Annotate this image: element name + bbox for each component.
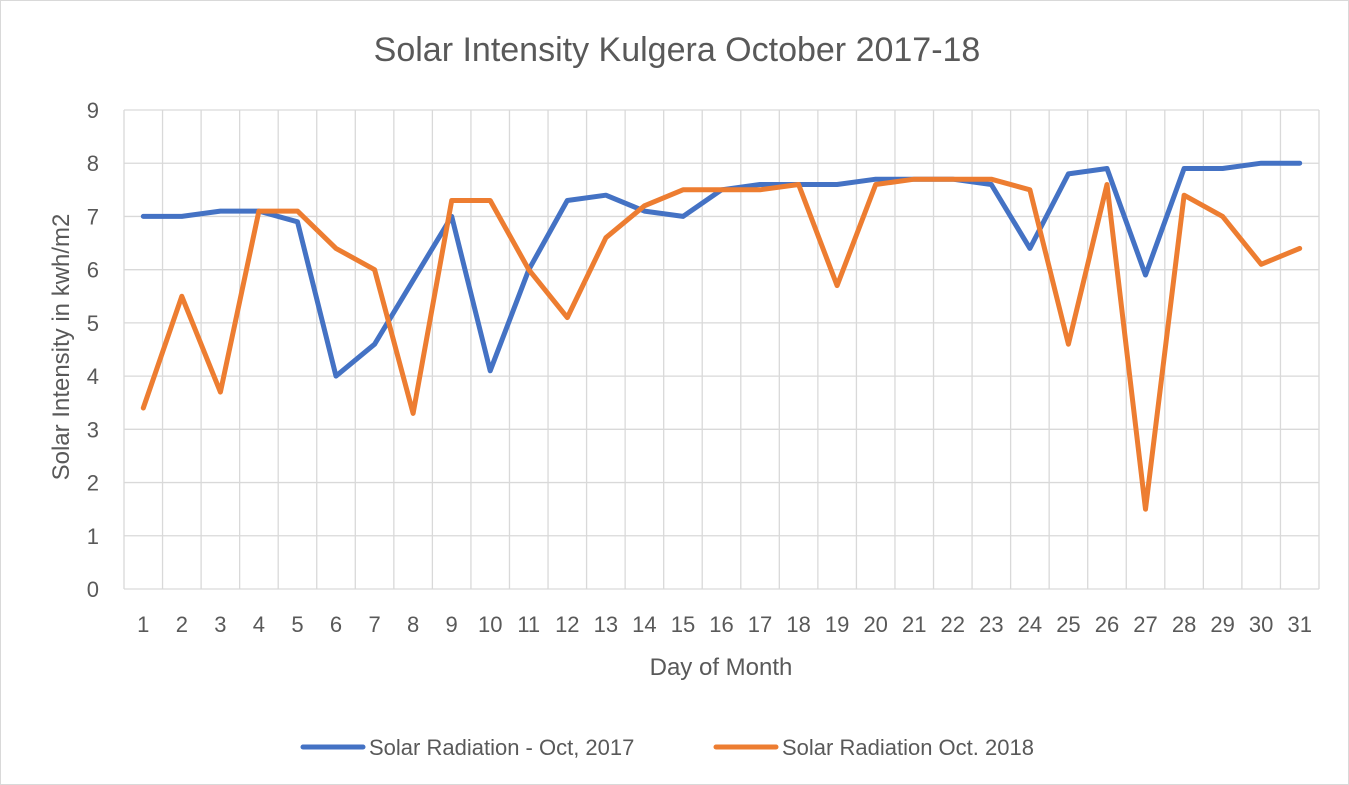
y-tick-label: 5: [87, 311, 99, 336]
chart-title: Solar Intensity Kulgera October 2017-18: [374, 31, 981, 69]
x-tick-label: 6: [330, 612, 342, 637]
series-lines: [140, 160, 1303, 512]
x-tick-label: 16: [709, 612, 733, 637]
x-tick-label: 15: [671, 612, 695, 637]
y-axis-title: Solar Intensity in kwh/m2: [48, 214, 75, 481]
x-tick-label: 20: [863, 612, 887, 637]
x-tick-label: 31: [1287, 612, 1311, 637]
x-tick-label: 10: [478, 612, 502, 637]
x-tick-label: 17: [748, 612, 772, 637]
x-tick-label: 8: [407, 612, 419, 637]
x-tick-label: 26: [1095, 612, 1119, 637]
legend: Solar Radiation - Oct, 2017 Solar Radiati…: [300, 735, 1034, 760]
y-tick-label: 0: [87, 577, 99, 602]
x-tick-label: 18: [786, 612, 810, 637]
y-tick-label: 2: [87, 471, 99, 496]
x-tick-label: 14: [632, 612, 656, 637]
x-axis-title: Day of Month: [650, 654, 793, 681]
y-tick-label: 7: [87, 204, 99, 229]
y-tick-labels: 0 1 2 3 4 5 6 7 8 9: [87, 98, 99, 602]
x-tick-label: 23: [979, 612, 1003, 637]
y-tick-label: 9: [87, 98, 99, 123]
x-tick-label: 11: [517, 612, 540, 637]
x-tick-label: 7: [368, 612, 380, 637]
x-tick-label: 4: [253, 612, 265, 637]
legend-label-1: Solar Radiation Oct. 2018: [782, 735, 1034, 760]
x-tick-label: 12: [555, 612, 579, 637]
y-tick-label: 8: [87, 151, 99, 176]
y-tick-label: 3: [87, 417, 99, 442]
x-tick-label: 1: [137, 612, 149, 637]
x-tick-label: 22: [941, 612, 965, 637]
x-tick-label: 9: [446, 612, 458, 637]
gridlines: [123, 109, 1320, 590]
y-tick-label: 4: [87, 364, 99, 389]
x-tick-label: 29: [1210, 612, 1234, 637]
x-tick-label: 2: [176, 612, 188, 637]
y-tick-label: 6: [87, 258, 99, 283]
x-tick-label: 24: [1018, 612, 1042, 637]
x-tick-label: 30: [1249, 612, 1273, 637]
x-tick-label: 3: [214, 612, 226, 637]
legend-label-0: Solar Radiation - Oct, 2017: [369, 735, 634, 760]
series-line-1: [140, 176, 1303, 512]
y-tick-label: 1: [87, 524, 99, 549]
x-tick-label: 21: [902, 612, 926, 637]
x-tick-label: 19: [825, 612, 849, 637]
x-tick-label: 28: [1172, 612, 1196, 637]
x-tick-label: 25: [1056, 612, 1080, 637]
x-tick-label: 13: [594, 612, 618, 637]
x-tick-labels: 1 2 3 4 5 6 7 8 9 10 11 12 13 14 15 16 17 18 19 20 21 22 23 24 2…: [137, 612, 1312, 637]
x-tick-label: 5: [291, 612, 303, 637]
x-tick-label: 27: [1133, 612, 1157, 637]
